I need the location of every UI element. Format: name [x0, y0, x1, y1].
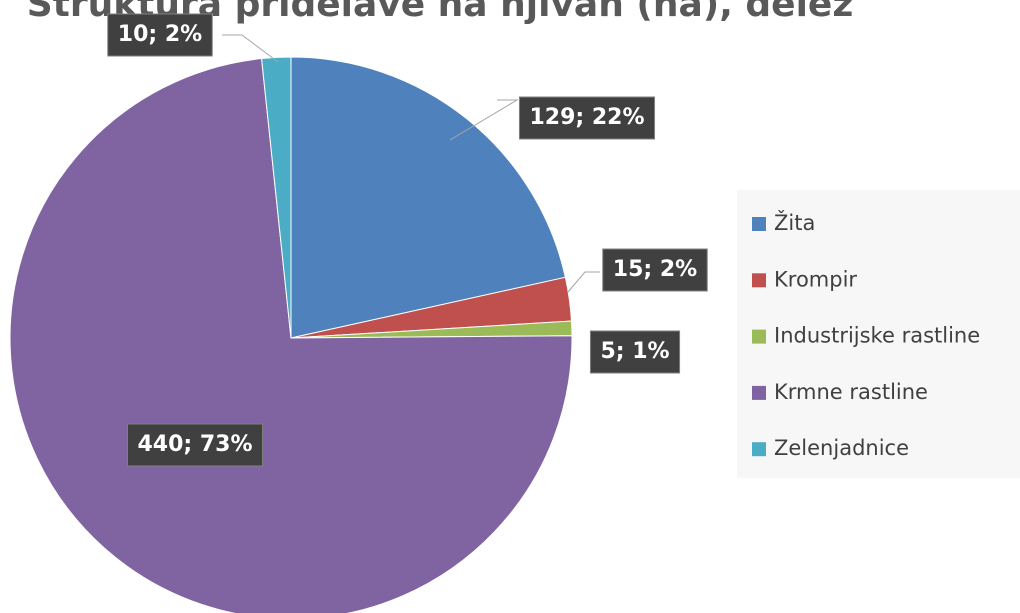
- legend-label: Krmne rastline: [774, 380, 928, 404]
- leader-line: [567, 271, 600, 293]
- pie-slice: [9, 57, 573, 613]
- data-label-box: [602, 248, 708, 292]
- legend-swatch: [752, 442, 766, 457]
- pie-slice: [290, 56, 566, 339]
- legend-label: Zelenjadnice: [774, 436, 909, 460]
- data-label-box: [589, 330, 681, 374]
- data-label-box: [126, 423, 264, 467]
- data-label-box: [107, 13, 213, 57]
- legend-box: [737, 190, 1020, 478]
- data-label: 5; 1%: [600, 339, 669, 364]
- leader-line: [222, 34, 279, 63]
- legend-swatch: [752, 329, 766, 344]
- legend-swatch: [752, 273, 766, 288]
- legend-label: Krompir: [774, 267, 857, 291]
- data-label-box: [518, 96, 656, 140]
- legend-swatch: [752, 217, 766, 231]
- leader-line: [449, 99, 519, 141]
- data-label: 10; 2%: [118, 22, 202, 47]
- pie-slice: [261, 56, 292, 339]
- data-label: 129; 22%: [529, 105, 644, 130]
- legend-label: Industrijske rastline: [774, 324, 980, 348]
- legend-label: Žita: [774, 210, 815, 235]
- data-label: 15; 2%: [613, 257, 697, 282]
- legend-swatch: [752, 385, 766, 400]
- data-label: 440; 73%: [137, 432, 252, 457]
